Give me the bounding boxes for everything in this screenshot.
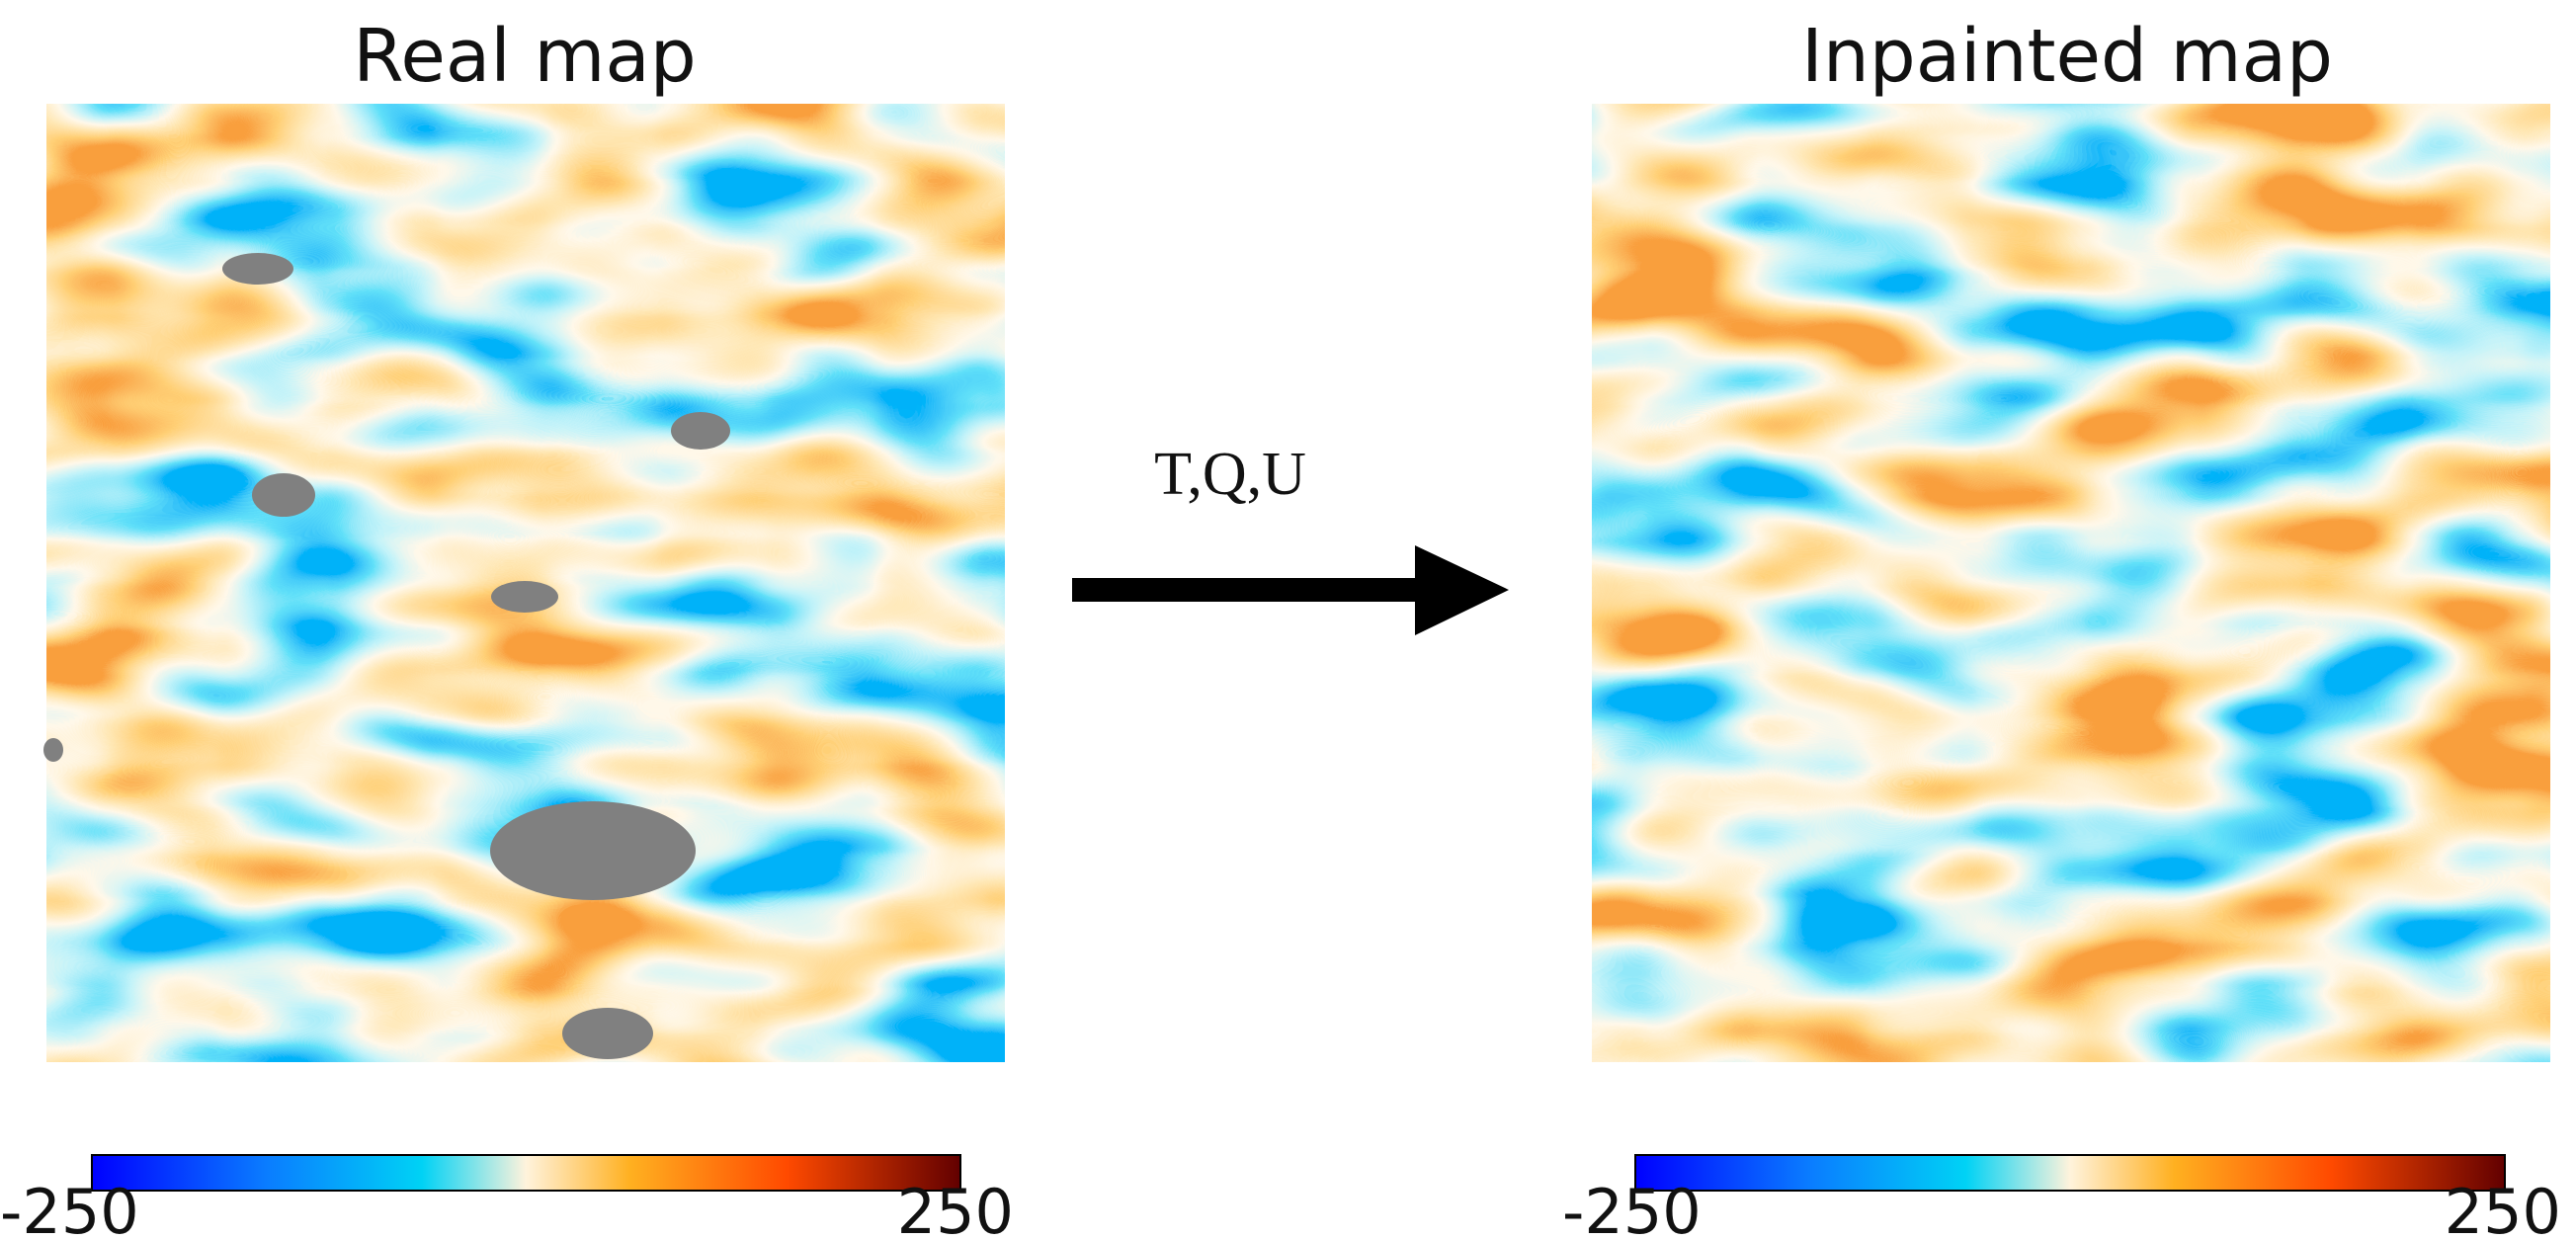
mask-regions	[43, 253, 730, 1059]
colorbar-min-label: -250	[0, 1176, 139, 1239]
map-image	[1592, 104, 2550, 1062]
colorbar-max-label: 250	[2445, 1176, 2561, 1239]
panel-title: Real map	[353, 14, 696, 99]
arrow-label: T,Q,U	[1154, 441, 1306, 508]
panel-title: Inpainted map	[1801, 14, 2333, 99]
colorbar-min-label: -250	[1562, 1176, 1702, 1239]
colorbar	[1634, 1154, 2506, 1192]
arrow-shaft	[1072, 578, 1423, 602]
colorbar-max-label: 250	[897, 1176, 1014, 1239]
arrow-head	[1415, 545, 1509, 635]
colorbar	[91, 1154, 961, 1192]
